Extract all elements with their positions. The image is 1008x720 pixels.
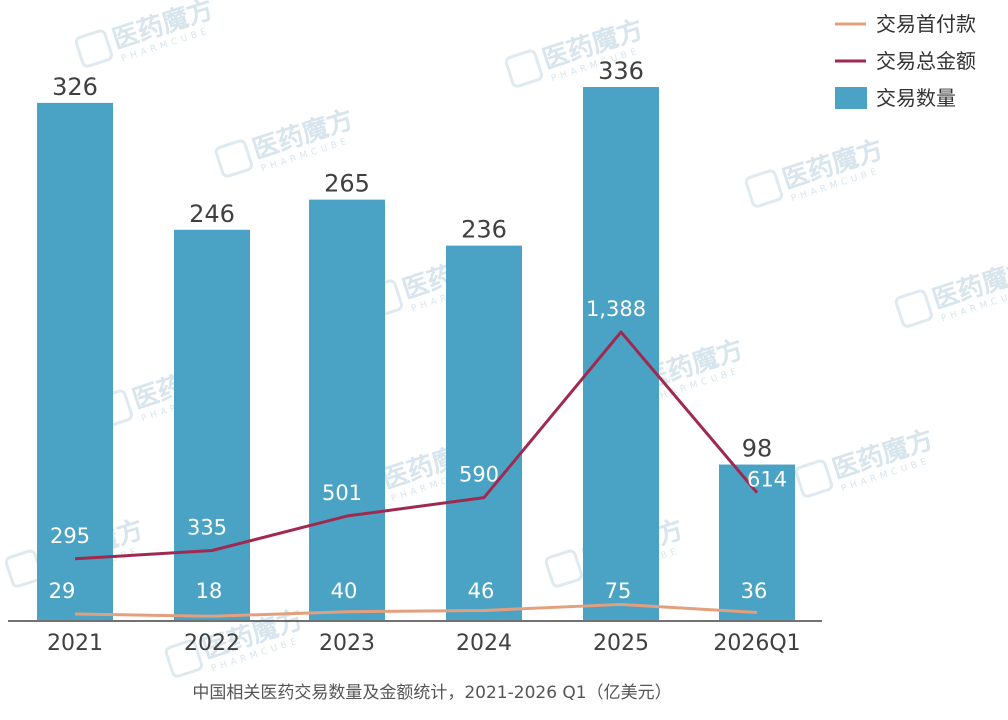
watermark-cube-icon bbox=[794, 459, 833, 498]
x-tick-label: 2025 bbox=[593, 631, 649, 656]
watermark-cube-icon bbox=[544, 549, 583, 588]
watermark-cube-icon bbox=[164, 639, 203, 678]
watermark-cube-icon bbox=[214, 139, 253, 178]
bar-value-label: 246 bbox=[189, 200, 235, 228]
line-value-label: 75 bbox=[605, 579, 632, 603]
watermark-cube-icon bbox=[504, 49, 543, 88]
bar-value-label: 326 bbox=[52, 73, 98, 101]
bar-value-label: 236 bbox=[461, 216, 507, 244]
line-value-label: 36 bbox=[741, 579, 768, 603]
bar bbox=[583, 87, 659, 620]
x-tick-label: 2022 bbox=[184, 631, 240, 656]
bar bbox=[174, 229, 250, 620]
line-value-label: 40 bbox=[331, 579, 358, 603]
chart-caption: 中国相关医药交易数量及金额统计，2021-2026 Q1（亿美元） bbox=[192, 683, 671, 703]
line-value-label: 46 bbox=[468, 579, 495, 603]
x-tick-label: 2021 bbox=[47, 631, 103, 656]
line-value-label: 295 bbox=[50, 524, 90, 548]
bar bbox=[37, 102, 113, 620]
bar bbox=[446, 245, 522, 620]
line bbox=[74, 602, 758, 618]
line-value-label: 29 bbox=[49, 579, 76, 603]
bar bbox=[309, 199, 385, 620]
bar-value-label: 265 bbox=[324, 170, 370, 198]
watermark-cube-icon bbox=[894, 289, 933, 328]
bar-value-label: 98 bbox=[742, 435, 773, 463]
legend-label: 交易首付款 bbox=[876, 12, 976, 36]
legend-swatch bbox=[835, 87, 867, 109]
x-tick-label: 2023 bbox=[319, 631, 375, 656]
line-value-label: 1,388 bbox=[586, 297, 646, 321]
x-tick-label: 2026Q1 bbox=[713, 631, 800, 656]
line-value-label: 335 bbox=[187, 515, 227, 539]
watermark-cube-icon bbox=[74, 29, 113, 68]
line-value-label: 590 bbox=[459, 463, 499, 487]
data-labels: 326 246 265 236 336 98 295 335 501 590 1,388 614 29 1… bbox=[49, 57, 787, 603]
bar-series bbox=[37, 87, 795, 620]
line-series bbox=[74, 330, 759, 618]
line-value-label: 501 bbox=[322, 481, 362, 505]
x-axis: 2021 2022 2023 2024 2025 2026Q1 bbox=[8, 620, 822, 656]
line-value-label: 614 bbox=[747, 468, 787, 492]
watermark-cube-icon bbox=[744, 169, 783, 208]
line bbox=[74, 330, 759, 561]
x-tick-label: 2024 bbox=[456, 631, 512, 656]
legend-label: 交易总金额 bbox=[876, 49, 976, 73]
bar-value-label: 336 bbox=[598, 57, 644, 85]
line-value-label: 18 bbox=[196, 579, 223, 603]
legend-label: 交易数量 bbox=[876, 86, 956, 110]
